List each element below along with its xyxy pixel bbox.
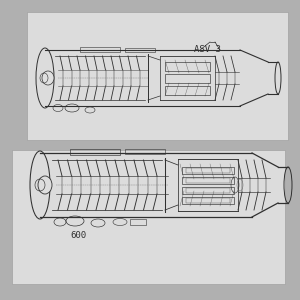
Ellipse shape xyxy=(38,176,52,194)
Bar xyxy=(182,197,234,204)
Bar xyxy=(186,168,230,173)
Bar xyxy=(165,74,210,83)
Bar xyxy=(125,149,165,154)
Text: ASV 3: ASV 3 xyxy=(194,45,221,54)
Bar xyxy=(165,86,210,95)
Bar xyxy=(27,12,288,140)
Bar xyxy=(125,48,155,52)
Bar xyxy=(182,187,234,194)
Bar xyxy=(80,47,120,52)
Text: 600: 600 xyxy=(70,231,86,240)
Ellipse shape xyxy=(42,71,54,85)
Bar xyxy=(165,62,210,71)
Bar xyxy=(182,167,234,174)
Bar xyxy=(186,198,230,203)
Bar xyxy=(186,188,230,193)
Bar xyxy=(12,150,285,284)
Bar xyxy=(182,177,234,184)
Bar xyxy=(70,149,120,155)
Bar xyxy=(130,219,146,225)
Bar xyxy=(186,178,230,183)
